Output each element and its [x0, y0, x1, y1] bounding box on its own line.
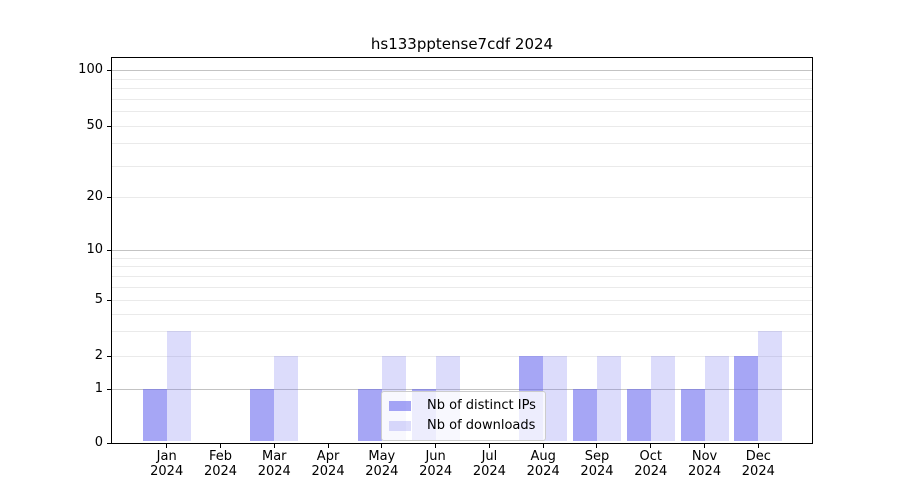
gridline-minor-9: [112, 257, 812, 259]
bar-distinct-ips-sep: [572, 389, 597, 441]
ytick-label-20: 20: [86, 189, 103, 204]
xtick-label-mar: Mar 2024: [257, 449, 291, 479]
xtick-label-feb: Feb 2024: [203, 449, 238, 479]
plot-area: [111, 57, 813, 444]
bar-distinct-ips-jan: [142, 389, 167, 441]
xtick-label-aug: Aug 2024: [526, 449, 560, 479]
xtick-jul: [488, 444, 490, 448]
gridline-minor-50: [112, 126, 812, 127]
bar-downloads-dec: [758, 331, 783, 441]
xtick-label-oct: Oct 2024: [634, 449, 668, 479]
ytick-label-1: 1: [94, 381, 103, 396]
gridline-major-10: [112, 250, 812, 251]
gridline-minor-30: [112, 165, 812, 167]
ytick-2: [107, 355, 112, 357]
bar-downloads-jan: [166, 331, 191, 441]
gridline-minor-70: [112, 98, 812, 100]
xtick-jun: [435, 444, 437, 448]
bar-distinct-ips-oct: [626, 389, 651, 441]
gridline-minor-6: [112, 286, 812, 288]
xtick-label-nov: Nov 2024: [688, 449, 722, 479]
ytick-label-2: 2: [94, 348, 103, 363]
ytick-5: [107, 299, 112, 301]
gridline-minor-3: [112, 331, 812, 333]
gridline-minor-20: [112, 197, 812, 198]
gridline-minor-8: [112, 266, 812, 268]
xtick-label-may: May 2024: [365, 449, 399, 479]
ytick-10: [107, 249, 112, 251]
xtick-sep: [596, 444, 598, 448]
gridline-minor-5: [112, 300, 812, 301]
ytick-label-10: 10: [86, 242, 103, 257]
xtick-label-jun: Jun 2024: [419, 449, 453, 479]
xtick-apr: [327, 444, 329, 448]
chart-title: hs133pptense7cdf 2024: [370, 35, 554, 53]
bar-downloads-nov: [704, 356, 729, 441]
gridline-minor-40: [112, 143, 812, 145]
bars-layer: [112, 58, 812, 443]
ytick-label-100: 100: [78, 62, 103, 77]
ytick-1: [107, 388, 112, 390]
ytick-20: [107, 196, 112, 198]
gridline-minor-60: [112, 111, 812, 113]
xtick-jan: [166, 444, 168, 448]
bar-downloads-mar: [274, 356, 299, 441]
bar-downloads-oct: [650, 356, 675, 441]
legend-swatch-downloads: [389, 420, 411, 431]
xtick-label-jul: Jul 2024: [472, 449, 506, 479]
legend-swatch-distinct-ips: [389, 400, 411, 411]
legend-label-distinct-ips: Nb of distinct IPs: [427, 398, 536, 413]
gridline-minor-80: [112, 88, 812, 90]
xtick-label-sep: Sep 2024: [580, 449, 614, 479]
legend: Nb of distinct IPs Nb of downloads: [381, 391, 546, 441]
ytick-label-5: 5: [94, 292, 103, 307]
gridline-major-1: [112, 389, 812, 390]
gridline-minor-90: [112, 78, 812, 80]
legend-label-downloads: Nb of downloads: [427, 418, 536, 433]
xtick-label-dec: Dec 2024: [741, 449, 775, 479]
legend-item-downloads: Nb of downloads: [389, 417, 536, 434]
gridlines-layer: [112, 58, 812, 443]
ytick-50: [107, 125, 112, 127]
gridline-minor-7: [112, 275, 812, 277]
ytick-label-50: 50: [86, 118, 103, 133]
bar-distinct-ips-nov: [680, 389, 705, 441]
xtick-mar: [273, 444, 275, 448]
ytick-0: [107, 442, 112, 444]
legend-item-distinct-ips: Nb of distinct IPs: [389, 397, 536, 414]
bar-downloads-sep: [596, 356, 621, 441]
xtick-oct: [650, 444, 652, 448]
bar-downloads-aug: [543, 356, 568, 441]
bar-distinct-ips-mar: [250, 389, 275, 441]
xtick-feb: [219, 444, 221, 448]
gridline-major-100: [112, 70, 812, 71]
xtick-label-apr: Apr 2024: [311, 449, 345, 479]
bar-distinct-ips-may: [357, 389, 382, 441]
xtick-nov: [704, 444, 706, 448]
ytick-100: [107, 69, 112, 71]
bar-distinct-ips-dec: [734, 356, 759, 441]
xtick-may: [381, 444, 383, 448]
ytick-label-0: 0: [94, 435, 103, 450]
xtick-dec: [757, 444, 759, 448]
gridline-minor-4: [112, 313, 812, 315]
gridline-minor-2: [112, 356, 812, 357]
xtick-label-jan: Jan 2024: [150, 449, 184, 479]
xtick-aug: [542, 444, 544, 448]
